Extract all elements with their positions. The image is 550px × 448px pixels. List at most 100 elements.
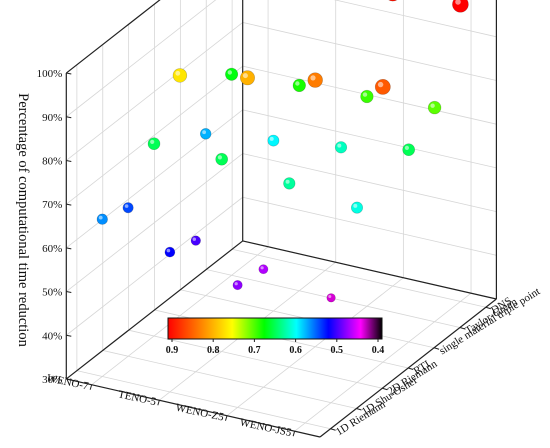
grid-line-floor (128, 329, 383, 389)
data-point-highlight (362, 92, 368, 97)
z-tick (66, 116, 72, 119)
data-point-highlight (217, 155, 222, 160)
data-point (283, 177, 296, 190)
data-point (427, 100, 442, 115)
grid-line-floor (226, 277, 404, 417)
data-point-highlight (430, 103, 435, 108)
grid-line-side-wall (242, 153, 497, 212)
data-point-highlight (295, 81, 300, 86)
z-tick (66, 159, 72, 162)
data-point (334, 141, 348, 154)
y-tick (356, 408, 362, 411)
y-tick-label: 2D Riemann (386, 358, 440, 398)
data-point (147, 137, 161, 150)
grid-line-floor (232, 248, 486, 308)
grid-line-floor (91, 246, 269, 386)
data-point (292, 78, 306, 92)
data-point (240, 70, 256, 86)
data-point (232, 280, 243, 291)
data-point (122, 202, 134, 214)
y-tick (330, 428, 336, 431)
y-tick (408, 367, 414, 370)
data-point-highlight (353, 203, 358, 208)
data-point-highlight (166, 248, 171, 253)
data-point (190, 235, 201, 246)
data-point-highlight (285, 179, 290, 184)
data-point-highlight (337, 143, 342, 148)
data-point-highlight (310, 75, 316, 81)
z-tick (66, 334, 72, 337)
z-tick-label: 80% (42, 155, 62, 167)
frame-edge (65, 240, 244, 380)
x-tick (292, 431, 296, 437)
data-point (96, 213, 108, 225)
data-point (360, 89, 374, 104)
x-tick-label: WENO-JS5 (239, 416, 293, 439)
data-point (215, 152, 228, 166)
z-tick-label: 60% (42, 243, 62, 255)
x-tick-label: WENO-Z5 (175, 402, 226, 424)
x-axis-line (66, 378, 321, 438)
data-point-highlight (404, 145, 409, 150)
data-point-highlight (150, 139, 155, 144)
x-tick (224, 415, 228, 421)
data-point-highlight (269, 136, 274, 141)
axis-labels: 30% 40% 50% 60% 70% 80% 90% 100% WENO-JS5 WENO-Z5… (37, 68, 543, 439)
data-point (200, 128, 212, 140)
grid-line-side-wall (242, 22, 497, 81)
data-points (96, 0, 469, 328)
frame-edge (242, 240, 497, 300)
z-tick (66, 247, 72, 250)
data-point (388, 0, 398, 2)
data-point (164, 246, 176, 258)
data-point (267, 134, 280, 147)
data-point-highlight (328, 295, 332, 298)
frame-edge (65, 0, 161, 74)
data-point-highlight (192, 237, 196, 241)
z-tick (66, 203, 72, 206)
data-point-highlight (377, 81, 384, 88)
data-point-highlight (260, 266, 264, 270)
grid-line-side-wall (242, 196, 497, 256)
data-point (258, 264, 269, 275)
grid-line-side-wall (242, 109, 497, 169)
data-point (225, 67, 239, 81)
colorbar-tick-label: 0.4 (372, 345, 385, 356)
z-axis-label: Percentage of computational time reducti… (15, 93, 31, 347)
z-tick-label: 100% (37, 68, 63, 80)
data-point-highlight (175, 70, 181, 76)
z-tick-label: 70% (42, 199, 62, 211)
colorbar-tick-label: 0.5 (331, 345, 344, 356)
data-point (402, 143, 416, 156)
data-point (307, 72, 323, 88)
data-point-highlight (124, 204, 129, 208)
colorbar-tick-label: 0.7 (248, 345, 261, 356)
y-tick (382, 387, 388, 391)
data-point (374, 79, 391, 95)
data-point-highlight (202, 130, 207, 135)
colorbar-gradient (167, 317, 383, 340)
z-tick-label: 50% (42, 287, 62, 299)
data-point-highlight (242, 73, 248, 79)
data-point (350, 201, 363, 214)
colorbar-tick-label: 0.6 (289, 345, 302, 356)
z-tick (66, 291, 72, 294)
y-tick (485, 306, 491, 310)
grid-line-side-wall (333, 0, 497, 38)
z-tick (66, 72, 72, 75)
z-tick (66, 378, 72, 381)
colorbar-tick-label: 0.9 (166, 345, 179, 356)
data-point (326, 293, 336, 303)
y-tick (433, 347, 440, 350)
z-tick-label: 90% (42, 112, 62, 124)
x-tick (89, 384, 93, 390)
x-tick (157, 400, 160, 406)
data-point (172, 68, 188, 83)
x-tick-label: WENO-7 (46, 372, 90, 393)
x-tick-label: TENO-5 (117, 388, 158, 408)
grid-line-floor (102, 350, 357, 409)
data-point-highlight (234, 282, 238, 286)
data-point-highlight (98, 215, 103, 220)
